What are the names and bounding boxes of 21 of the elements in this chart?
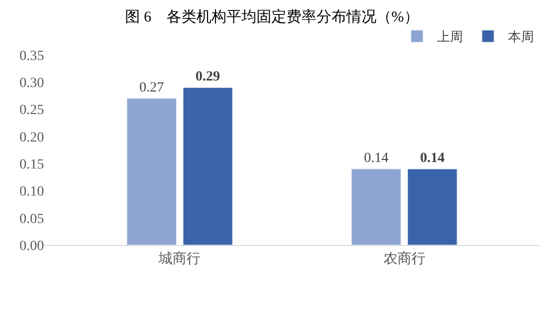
y-tick-label: 0.00 <box>20 238 44 254</box>
data-label: 0.27 <box>139 80 164 96</box>
y-tick-label: 0.30 <box>20 76 44 92</box>
bar <box>126 98 177 245</box>
x-tick-label: 城商行 <box>158 250 201 267</box>
y-tick-label: 0.25 <box>20 103 44 118</box>
data-label: 0.14 <box>420 151 445 166</box>
y-tick-label: 0.35 <box>20 48 44 64</box>
bar <box>182 87 233 245</box>
y-tick-label: 0.15 <box>20 157 44 172</box>
data-label: 0.14 <box>364 151 388 166</box>
legend-label: 上周 <box>437 29 463 44</box>
legend-label: 本周 <box>508 29 534 44</box>
y-tick-label: 0.10 <box>20 184 44 200</box>
y-tick-label: 0.20 <box>20 130 44 146</box>
x-tick-label: 农商行 <box>383 250 426 267</box>
y-tick-label: 0.05 <box>20 212 44 227</box>
data-label: 0.29 <box>196 70 220 85</box>
bar <box>351 168 402 245</box>
bar <box>407 168 458 245</box>
chart-title: 图 6 各类机构平均固定费率分布情况（%） <box>125 8 419 26</box>
